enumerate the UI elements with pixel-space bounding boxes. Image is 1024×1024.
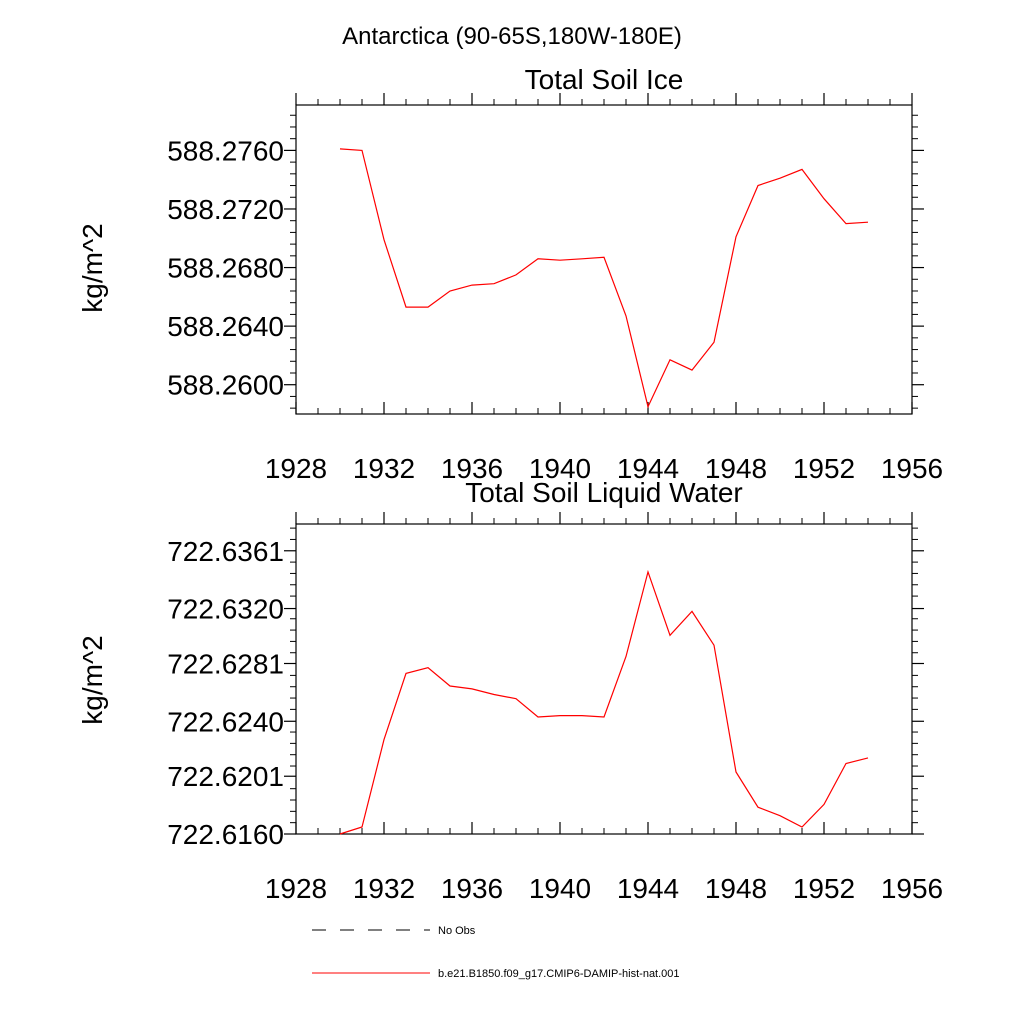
x-tick-labels: 1928 1932 1936 1940 1944 1948 1952 1956 <box>265 873 943 904</box>
y-tick-label: 722.6320 <box>167 594 284 625</box>
legend-label-no-obs: No Obs <box>438 925 476 937</box>
x-tick-label: 1952 <box>793 873 855 904</box>
panel-title: Total Soil Liquid Water <box>465 477 743 508</box>
x-tick-label: 1928 <box>265 453 327 484</box>
x-tick-labels: 1928 1932 1936 1940 1944 1948 1952 1956 <box>265 453 943 484</box>
y-tick-labels: 588.2600 588.2640 588.2680 588.2720 588.2760 <box>167 135 284 400</box>
x-tick-label: 1952 <box>793 453 855 484</box>
y-tick-label: 588.2640 <box>167 311 284 342</box>
series-lines <box>339 148 869 409</box>
y-tick-label: 588.2600 <box>167 370 284 401</box>
x-tick-label: 1940 <box>529 873 591 904</box>
y-tick-label: 722.6281 <box>167 649 284 680</box>
plot-frame <box>295 104 913 415</box>
plot-frame <box>295 523 913 835</box>
x-tick-label: 1932 <box>353 453 415 484</box>
legend: No Obs b.e21.B1850.f09_g17.CMIP6-DAMIP-h… <box>312 925 680 980</box>
series-line <box>339 569 869 835</box>
suptitle: Antarctica (90-65S,180W-180E) <box>342 23 682 50</box>
x-tick-label: 1936 <box>441 453 503 484</box>
y-tick-label: 722.6240 <box>167 706 284 737</box>
y-tick-label: 722.6160 <box>167 819 284 850</box>
y-tick-label: 588.2680 <box>167 253 284 284</box>
x-tick-label: 1956 <box>881 873 943 904</box>
y-tick-labels: 722.6160 722.6201 722.6240 722.6281 722.6320… <box>167 536 284 850</box>
y-tick-label: 588.2720 <box>167 194 284 225</box>
series-lines <box>339 569 869 835</box>
y-axis-label: kg/m^2 <box>77 223 108 312</box>
x-tick-label: 1940 <box>529 453 591 484</box>
x-tick-label: 1932 <box>353 873 415 904</box>
panel-total-soil-liquid-water: Total Soil Liquid Water kg/m^2 722.61607… <box>77 477 943 904</box>
y-tick-label: 722.6201 <box>167 761 284 792</box>
axis-ticks <box>284 93 924 414</box>
x-tick-label: 1936 <box>441 873 503 904</box>
panel-total-soil-ice: Total Soil Ice kg/m^2 588.2600588.264058… <box>77 64 943 484</box>
x-tick-label: 1944 <box>617 873 679 904</box>
legend-label-model: b.e21.B1850.f09_g17.CMIP6-DAMIP-hist-nat… <box>438 968 680 980</box>
y-tick-label: 722.6361 <box>167 536 284 567</box>
y-axis-label: kg/m^2 <box>77 635 108 724</box>
panel-title: Total Soil Ice <box>525 64 684 95</box>
x-tick-label: 1948 <box>705 873 767 904</box>
series-line <box>339 148 869 409</box>
y-tick-label: 588.2760 <box>167 135 284 166</box>
x-tick-label: 1948 <box>705 453 767 484</box>
x-tick-label: 1944 <box>617 453 679 484</box>
x-tick-label: 1928 <box>265 873 327 904</box>
axis-ticks <box>284 512 924 835</box>
x-tick-label: 1956 <box>881 453 943 484</box>
